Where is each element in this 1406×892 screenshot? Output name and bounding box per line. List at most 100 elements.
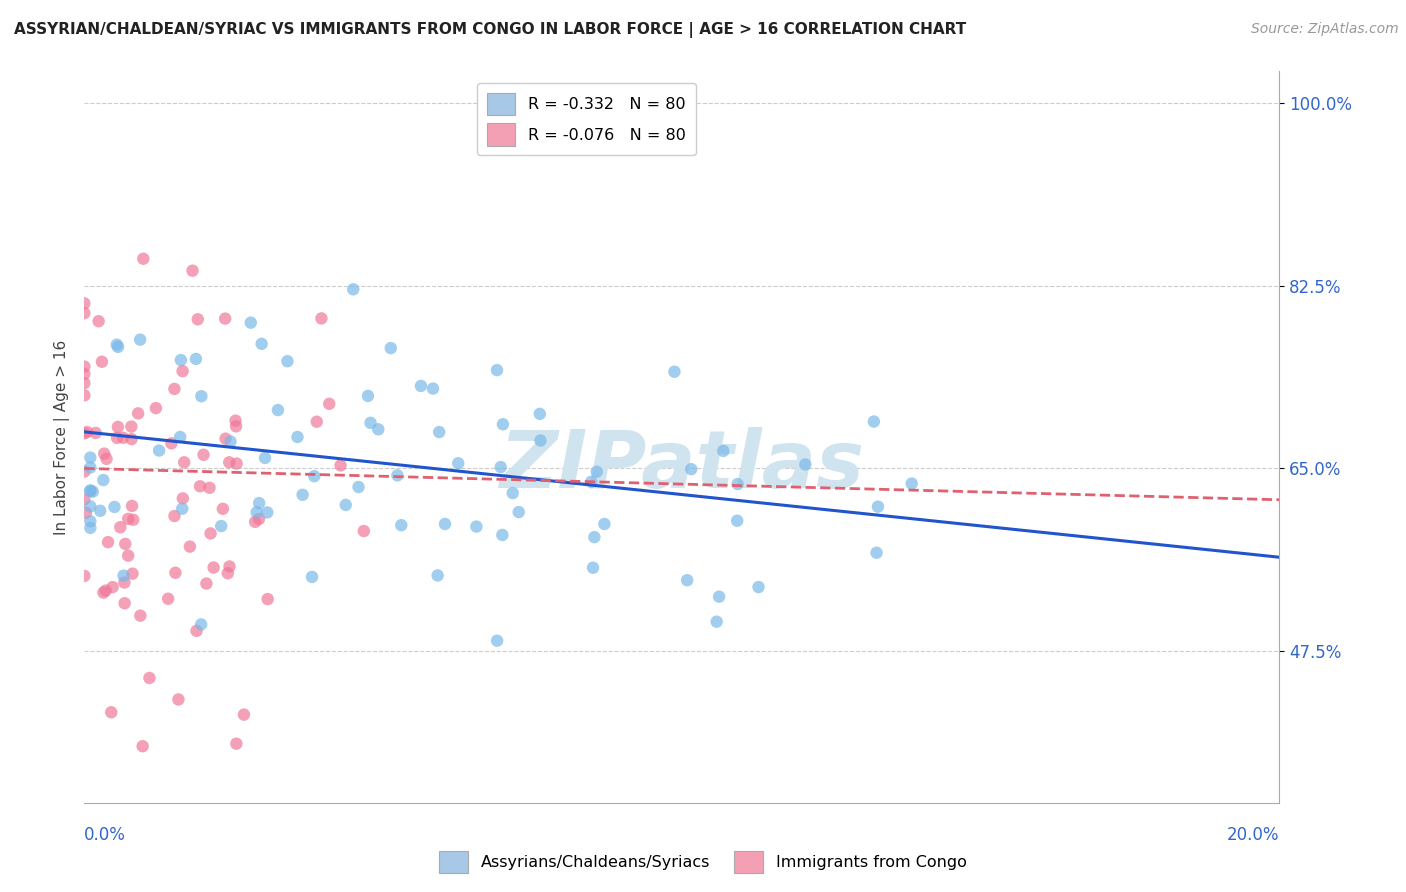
Point <box>353 524 375 538</box>
Y-axis label: In Labor Force | Age > 16: In Labor Force | Age > 16 <box>55 340 70 534</box>
Point <box>172 501 194 516</box>
Point <box>218 559 240 574</box>
Point <box>529 407 551 421</box>
Point <box>73 306 96 320</box>
Point <box>73 569 96 583</box>
Point <box>110 520 132 534</box>
Point <box>138 671 160 685</box>
Point <box>169 430 191 444</box>
Point <box>585 465 607 479</box>
Point <box>409 379 432 393</box>
Point <box>101 580 124 594</box>
Point <box>434 516 457 531</box>
Point <box>485 363 508 377</box>
Point <box>97 535 120 549</box>
Point <box>75 506 97 520</box>
Point <box>112 431 135 445</box>
Point <box>900 476 922 491</box>
Point <box>129 608 152 623</box>
Text: ZIPatlas: ZIPatlas <box>499 427 865 506</box>
Point <box>304 469 326 483</box>
Point <box>129 333 152 347</box>
Point <box>725 514 748 528</box>
Point <box>117 549 139 563</box>
Point <box>267 403 290 417</box>
Point <box>305 415 328 429</box>
Point <box>79 484 101 499</box>
Point <box>94 583 117 598</box>
Point <box>112 575 135 590</box>
Point <box>508 505 530 519</box>
Point <box>502 486 524 500</box>
Point <box>96 451 118 466</box>
Point <box>253 450 276 465</box>
Point <box>380 341 402 355</box>
Point <box>79 450 101 465</box>
Point <box>91 355 114 369</box>
Point <box>214 311 236 326</box>
Point <box>489 460 512 475</box>
Point <box>291 488 314 502</box>
Point <box>225 414 247 428</box>
Point <box>120 419 142 434</box>
Point <box>179 540 201 554</box>
Point <box>190 617 212 632</box>
Point <box>73 388 96 402</box>
Text: 0.0%: 0.0% <box>84 826 127 844</box>
Point <box>84 425 107 440</box>
Point <box>173 455 195 469</box>
Point <box>389 518 412 533</box>
Point <box>727 477 749 491</box>
Point <box>167 692 190 706</box>
Point <box>93 585 115 599</box>
Point <box>73 359 96 374</box>
Point <box>193 448 215 462</box>
Point <box>172 491 194 506</box>
Point <box>301 570 323 584</box>
Point <box>100 706 122 720</box>
Point <box>491 528 513 542</box>
Point <box>87 314 110 328</box>
Point <box>163 382 186 396</box>
Point <box>103 500 125 514</box>
Point <box>311 311 333 326</box>
Point <box>225 457 247 471</box>
Point <box>163 508 186 523</box>
Point <box>79 514 101 528</box>
Point <box>200 526 222 541</box>
Point <box>747 580 769 594</box>
Point <box>492 417 515 432</box>
Point <box>347 480 370 494</box>
Point <box>82 484 104 499</box>
Point <box>76 425 98 439</box>
Point <box>219 434 242 449</box>
Point <box>73 465 96 479</box>
Point <box>107 420 129 434</box>
Point <box>246 505 269 519</box>
Point <box>112 568 135 582</box>
Point <box>121 499 143 513</box>
Point <box>214 432 236 446</box>
Point <box>131 739 153 754</box>
Point <box>114 537 136 551</box>
Point <box>198 481 221 495</box>
Point <box>165 566 187 580</box>
Point <box>105 431 128 445</box>
Point <box>243 515 266 529</box>
Point <box>145 401 167 416</box>
Point <box>209 519 232 533</box>
Point <box>250 336 273 351</box>
Point <box>127 406 149 420</box>
Point <box>357 389 380 403</box>
Point <box>681 462 703 476</box>
Point <box>218 455 240 469</box>
Point <box>107 340 129 354</box>
Point <box>447 456 470 470</box>
Point <box>160 436 183 450</box>
Point <box>866 500 889 514</box>
Point <box>122 513 145 527</box>
Point <box>706 615 728 629</box>
Point <box>73 367 96 381</box>
Legend: R = -0.332   N = 80, R = -0.076   N = 80: R = -0.332 N = 80, R = -0.076 N = 80 <box>477 83 696 155</box>
Point <box>794 458 817 472</box>
